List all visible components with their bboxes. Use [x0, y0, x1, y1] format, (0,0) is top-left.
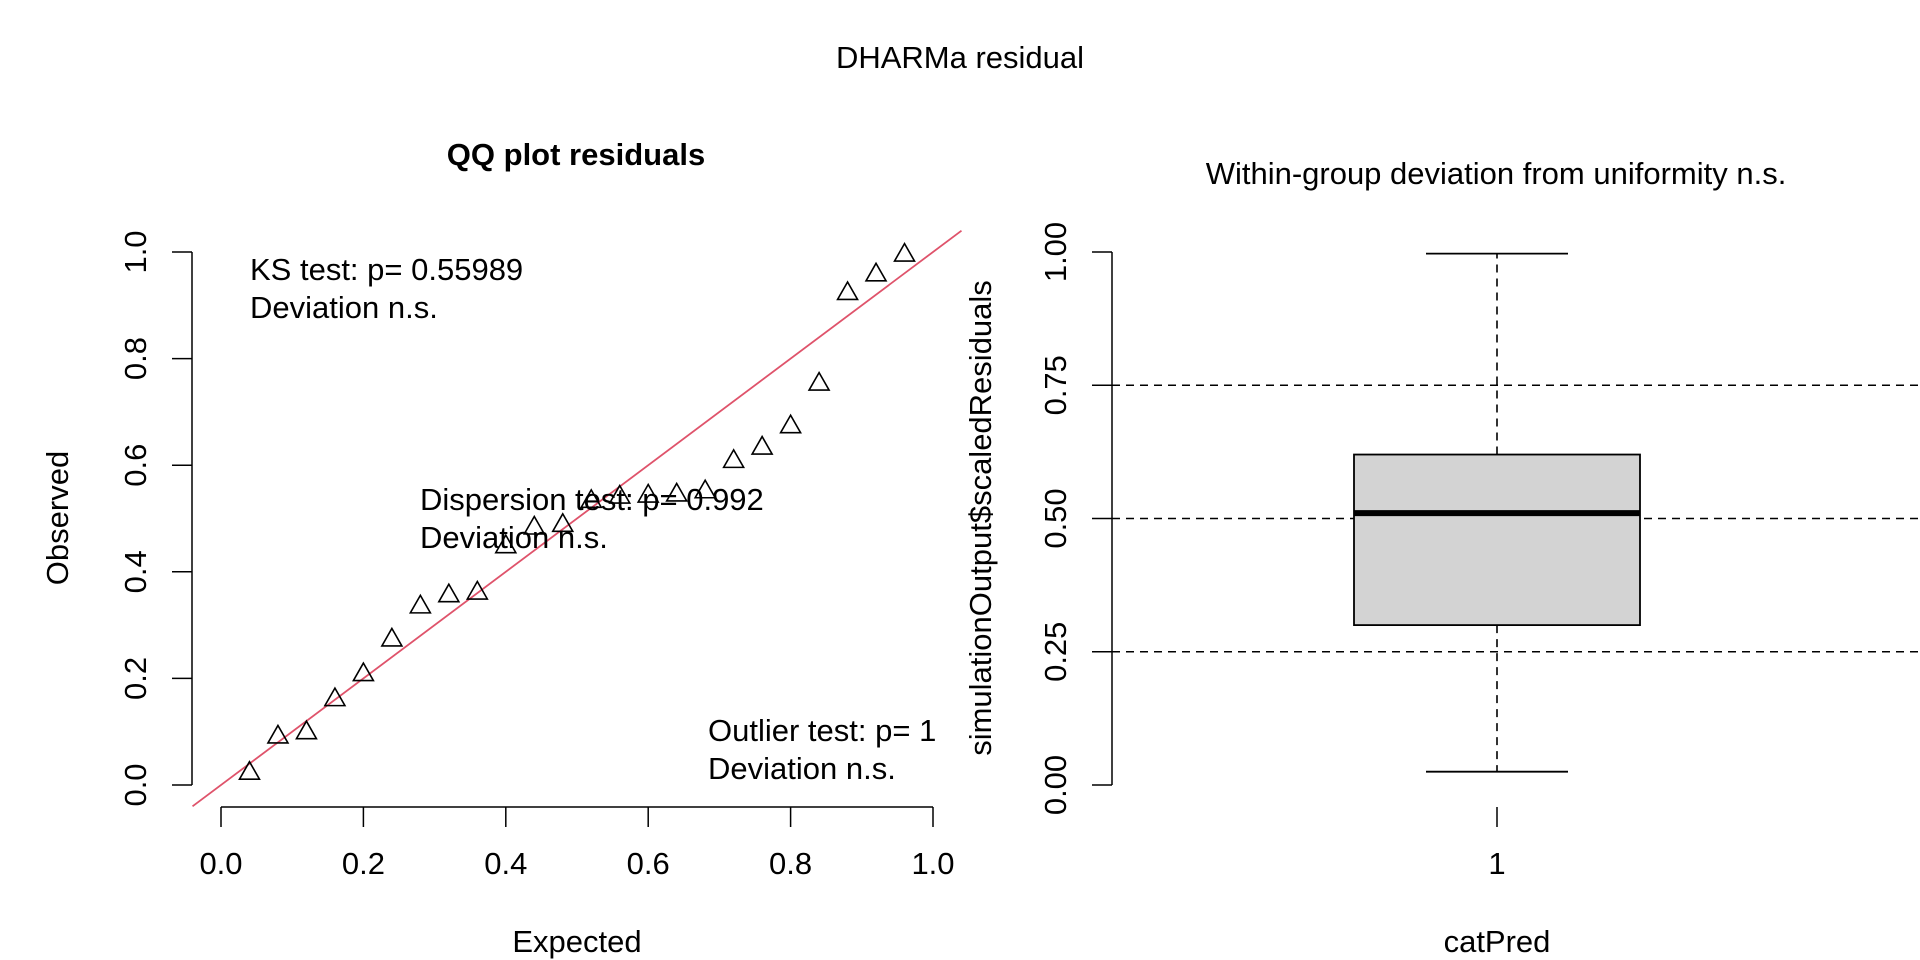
- qq-point: [494, 533, 518, 554]
- dispersion-test-label: Dispersion test: p= 0.992: [420, 482, 764, 517]
- box-y-ticks: 0.00 0.25 0.50 0.75 1.00: [1038, 222, 1112, 815]
- qq-point: [295, 719, 318, 740]
- qq-plot-panel: QQ plot residuals 0.0 0.2 0.4 0.6 0.8 1.0 0.0…: [40, 137, 963, 959]
- boxplot-panel: Within-group deviation from uniformity n…: [963, 156, 1920, 959]
- qq-x-tick-label: 0.6: [627, 846, 670, 881]
- qq-points: [238, 241, 916, 780]
- qq-point: [408, 593, 432, 614]
- box-iqr: [1353, 453, 1641, 627]
- qq-plot-title: QQ plot residuals: [447, 137, 705, 172]
- box-y-axis-title: simulationOutput$scaledResiduals: [963, 280, 998, 756]
- outlier-deviation-label: Deviation n.s.: [708, 751, 896, 786]
- qq-y-tick-label: 1.0: [118, 230, 153, 273]
- box-x-axis-title: catPred: [1444, 924, 1551, 959]
- box-y-tick-label: 0.75: [1038, 355, 1073, 415]
- ks-deviation-label: Deviation n.s.: [250, 290, 438, 325]
- dispersion-deviation-label: Deviation n.s.: [420, 520, 608, 555]
- qq-y-tick-label: 0.0: [118, 763, 153, 806]
- qq-point: [693, 478, 717, 499]
- box-glyph: [1353, 252, 1641, 773]
- qq-point: [238, 760, 261, 780]
- qq-y-tick-label: 0.6: [118, 444, 153, 487]
- qq-point: [836, 280, 859, 301]
- qq-point: [864, 261, 888, 282]
- qq-y-axis-title: Observed: [40, 451, 75, 585]
- qq-point: [665, 481, 689, 502]
- box-y-tick-label: 0.50: [1038, 488, 1073, 548]
- qq-point: [437, 582, 461, 603]
- ks-test-label: KS test: p= 0.55989: [250, 252, 523, 287]
- box-y-axis: 0.00 0.25 0.50 0.75 1.00: [1038, 222, 1113, 815]
- qq-point: [352, 661, 375, 682]
- qq-point: [807, 370, 831, 391]
- qq-point: [380, 626, 404, 647]
- qq-x-tick-label: 0.4: [484, 846, 527, 881]
- qq-x-ticks: 0.0 0.2 0.4 0.6 0.8 1.0: [199, 807, 955, 881]
- qq-point: [779, 413, 802, 434]
- qq-y-tick-label: 0.4: [118, 550, 153, 593]
- qq-point: [551, 512, 575, 533]
- qq-x-tick-label: 1.0: [911, 846, 954, 881]
- qq-x-axis-title: Expected: [512, 924, 641, 959]
- box-y-tick-label: 1.00: [1038, 222, 1073, 282]
- qq-point: [579, 488, 603, 509]
- qq-point: [266, 723, 290, 744]
- qq-reference-line: [191, 229, 963, 808]
- qq-point: [465, 579, 489, 600]
- box-y-tick-label: 0.25: [1038, 622, 1073, 682]
- qq-point: [636, 482, 660, 503]
- boxplot-title: Within-group deviation from uniformity n…: [1206, 156, 1787, 191]
- box-reference-lines: [1112, 384, 1920, 653]
- qq-x-axis: 0.0 0.2 0.4 0.6 0.8 1.0: [199, 806, 955, 881]
- box-y-tick-label: 0.00: [1038, 755, 1073, 815]
- qq-point: [750, 434, 774, 455]
- qq-y-axis: 0.0 0.2 0.4 0.6 0.8 1.0: [118, 230, 193, 807]
- qq-point: [522, 514, 546, 535]
- outlier-test-label: Outlier test: p= 1: [708, 713, 936, 748]
- figure-title: DHARMa residual: [836, 40, 1084, 75]
- qq-x-tick-label: 0.0: [199, 846, 242, 881]
- qq-x-tick-label: 0.8: [769, 846, 812, 881]
- qq-y-tick-label: 0.8: [118, 337, 153, 380]
- qq-point: [722, 448, 746, 469]
- qq-point: [608, 483, 632, 504]
- qq-point: [893, 241, 916, 262]
- qq-x-tick-label: 0.2: [342, 846, 385, 881]
- qq-point: [323, 686, 347, 707]
- qq-y-ticks: 0.0 0.2 0.4 0.6 0.8 1.0: [118, 230, 192, 807]
- box-x-tick-label: 1: [1488, 846, 1505, 881]
- qq-y-tick-label: 0.2: [118, 657, 153, 700]
